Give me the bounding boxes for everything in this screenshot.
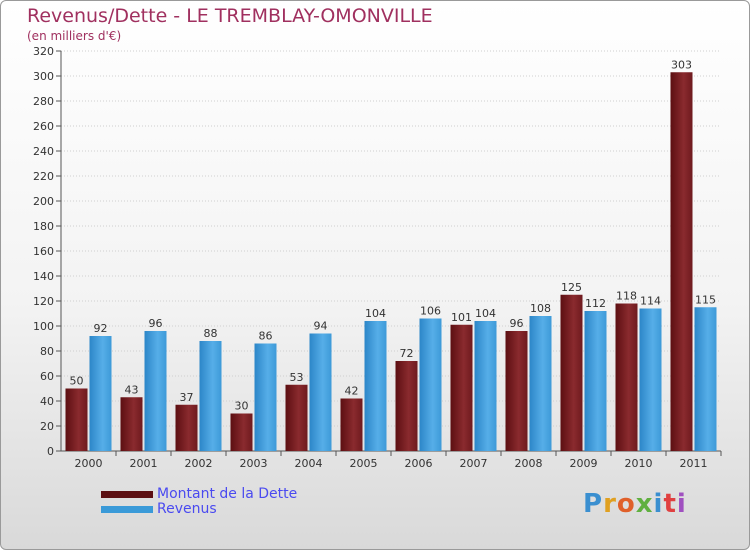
chart-title: Revenus/Dette - LE TREMBLAY-OMONVILLE <box>27 5 433 27</box>
y-tick-label: 260 <box>33 120 54 133</box>
data-label-dette: 53 <box>290 371 304 384</box>
bar-dette <box>670 72 693 451</box>
x-tick-label: 2007 <box>460 457 488 470</box>
data-label-revenus: 112 <box>585 297 606 310</box>
x-tick-label: 2005 <box>350 457 378 470</box>
bar-dette <box>230 413 253 451</box>
data-label-dette: 43 <box>125 383 139 396</box>
logo-letter: r <box>603 489 617 519</box>
bar-revenus <box>364 321 387 451</box>
x-tick-label: 2010 <box>625 457 653 470</box>
data-label-dette: 101 <box>451 311 472 324</box>
data-label-dette: 37 <box>180 391 194 404</box>
bar-dette <box>560 294 583 451</box>
data-label-dette: 303 <box>671 58 692 71</box>
data-label-revenus: 114 <box>640 295 661 308</box>
y-tick-label: 320 <box>33 45 54 58</box>
legend-label-revenus: Revenus <box>157 501 217 517</box>
data-label-dette: 30 <box>235 400 249 413</box>
data-label-revenus: 86 <box>259 330 273 343</box>
data-label-dette: 96 <box>510 317 524 330</box>
legend-label-dette: Montant de la Dette <box>157 486 298 502</box>
y-tick-label: 160 <box>33 245 54 258</box>
bar-dette <box>505 331 528 451</box>
bar-dette <box>120 397 143 451</box>
y-tick-label: 80 <box>40 345 54 358</box>
bar-revenus <box>584 311 607 451</box>
data-label-revenus: 106 <box>420 305 441 318</box>
bar-revenus <box>419 318 442 451</box>
y-tick-label: 300 <box>33 70 54 83</box>
data-label-revenus: 104 <box>475 307 496 320</box>
y-tick-label: 100 <box>33 320 54 333</box>
data-label-dette: 125 <box>561 281 582 294</box>
data-label-revenus: 92 <box>94 322 108 335</box>
data-label-revenus: 115 <box>695 293 716 306</box>
data-label-dette: 72 <box>400 347 414 360</box>
bar-revenus <box>89 336 112 451</box>
logo-letter: o <box>616 489 636 519</box>
y-tick-label: 280 <box>33 95 54 108</box>
x-tick-label: 2009 <box>570 457 598 470</box>
x-tick-label: 2011 <box>680 457 708 470</box>
x-tick-label: 2002 <box>185 457 213 470</box>
chart-subtitle: (en milliers d'€) <box>27 29 122 43</box>
bar-dette <box>285 384 308 451</box>
x-tick-label: 2004 <box>295 457 323 470</box>
bar-dette <box>340 398 363 451</box>
x-tick-label: 2003 <box>240 457 268 470</box>
bar-revenus <box>309 333 332 451</box>
bar-dette <box>65 388 88 451</box>
data-label-revenus: 104 <box>365 307 386 320</box>
bar-revenus <box>254 343 277 451</box>
data-label-dette: 50 <box>70 375 84 388</box>
y-tick-label: 60 <box>40 370 54 383</box>
data-label-revenus: 88 <box>204 327 218 340</box>
bar-dette <box>450 324 473 451</box>
bar-dette <box>175 404 198 451</box>
bar-revenus <box>529 316 552 451</box>
y-tick-label: 40 <box>40 395 54 408</box>
logo-letter: P <box>583 489 604 519</box>
logo-letter: t <box>663 489 677 519</box>
proxiti-logo: Proxiti <box>583 489 687 519</box>
logo-letter: i <box>676 489 687 519</box>
x-tick-label: 2006 <box>405 457 433 470</box>
y-tick-label: 220 <box>33 170 54 183</box>
y-tick-label: 20 <box>40 420 54 433</box>
x-tick-label: 2008 <box>515 457 543 470</box>
data-label-revenus: 94 <box>314 320 328 333</box>
y-tick-label: 120 <box>33 295 54 308</box>
data-label-revenus: 108 <box>530 302 551 315</box>
data-label-dette: 118 <box>616 290 637 303</box>
x-tick-label: 2001 <box>130 457 158 470</box>
bar-revenus <box>144 331 167 451</box>
data-label-dette: 42 <box>345 385 359 398</box>
legend-swatch-revenus <box>101 506 153 513</box>
x-tick-label: 2000 <box>75 457 103 470</box>
bar-revenus <box>199 341 222 451</box>
logo-letter: i <box>653 489 664 519</box>
bar-revenus <box>694 307 717 451</box>
logo-letter: x <box>635 489 654 519</box>
y-tick-label: 180 <box>33 220 54 233</box>
data-label-revenus: 96 <box>149 317 163 330</box>
legend-swatch-dette <box>101 491 153 498</box>
y-tick-label: 0 <box>47 445 54 458</box>
bar-dette <box>395 361 418 451</box>
y-tick-label: 140 <box>33 270 54 283</box>
y-tick-label: 240 <box>33 145 54 158</box>
y-tick-label: 200 <box>33 195 54 208</box>
bar-revenus <box>639 308 662 451</box>
bar-revenus <box>474 321 497 451</box>
bar-dette <box>615 303 638 451</box>
